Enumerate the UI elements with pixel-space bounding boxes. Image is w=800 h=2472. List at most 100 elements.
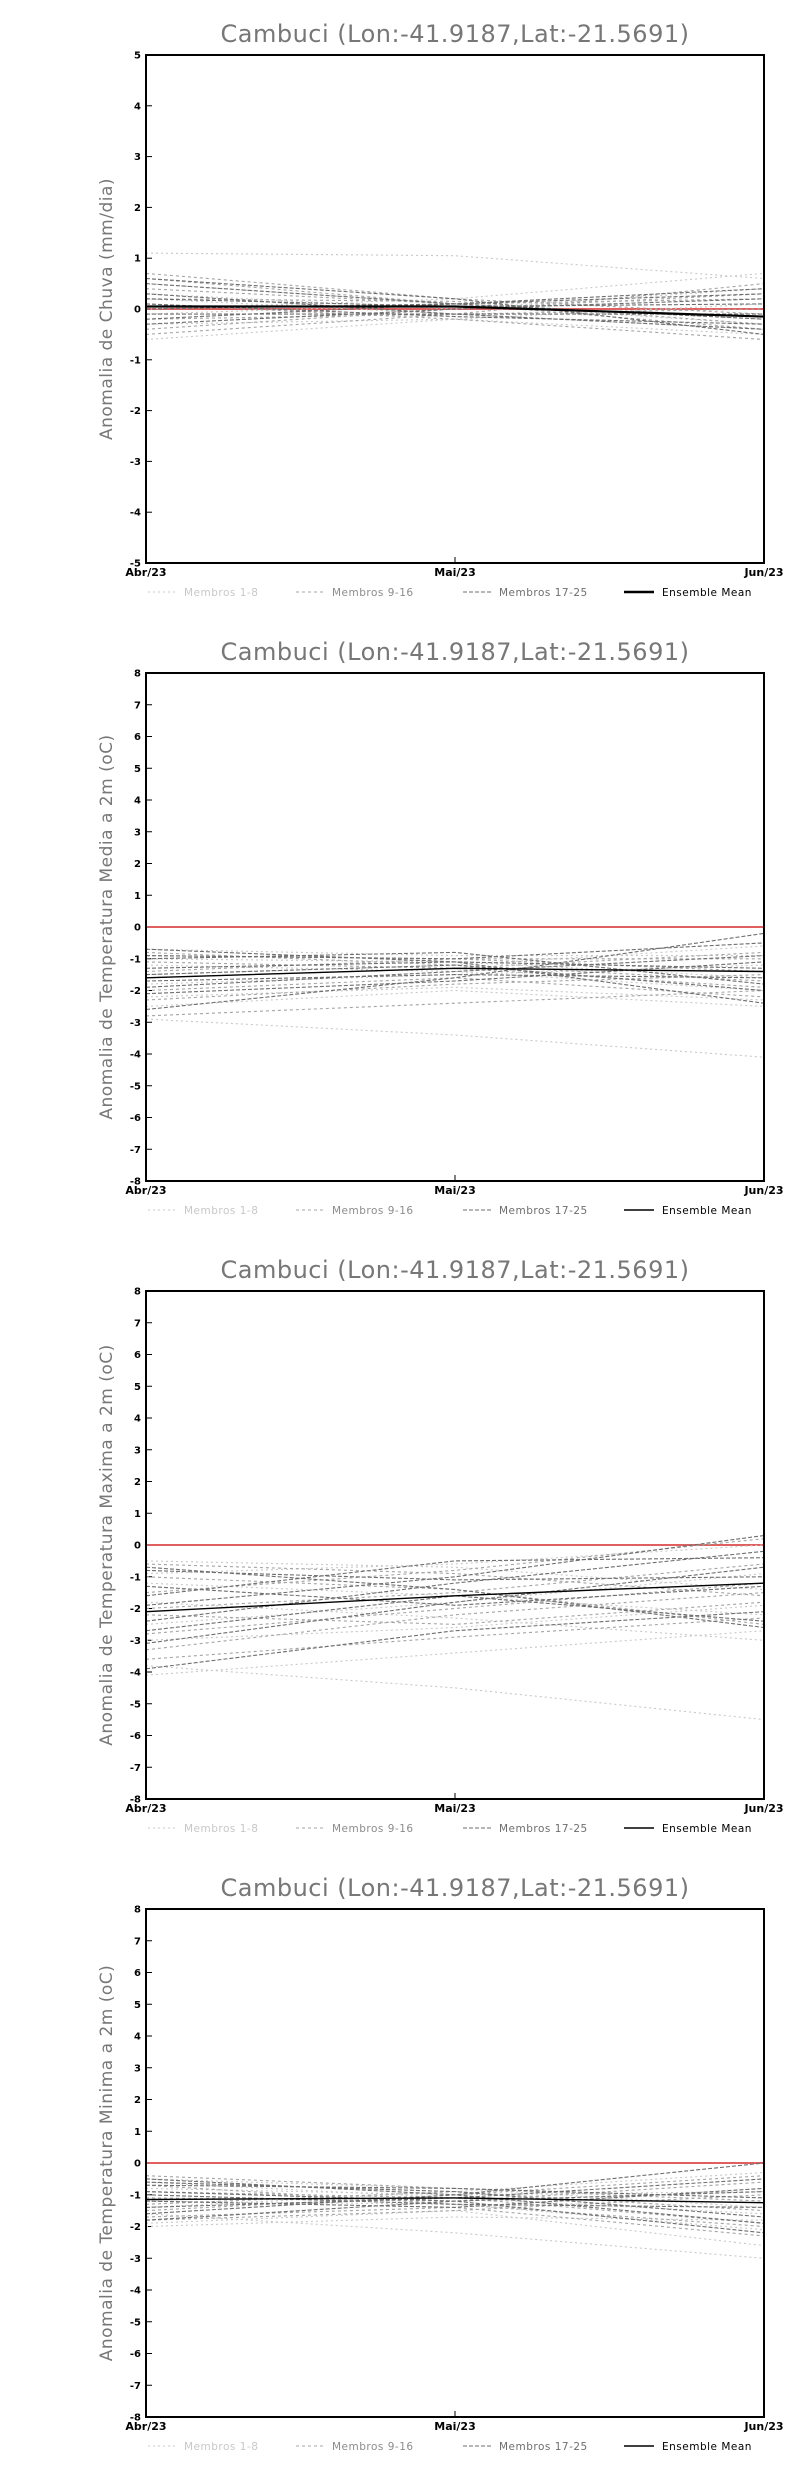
member-10-line <box>145 2175 765 2202</box>
member-15-line <box>145 308 765 335</box>
member-19-line <box>145 948 765 1004</box>
y-axis-label: Anomalia de Temperatura Maxima a 2m (oC) <box>97 1344 117 1746</box>
member-24-line <box>145 2191 765 2221</box>
x-tick-label: Mai/23 <box>434 1184 475 1197</box>
member-5-line <box>145 1573 765 1625</box>
member-15-line <box>145 1601 765 1625</box>
legend-label: Ensemble Mean <box>662 587 752 599</box>
y-tick-label: 1 <box>134 1509 141 1520</box>
member-4-line <box>145 948 764 957</box>
member-1-line <box>145 1018 765 1058</box>
chart-title: Cambuci (Lon:-41.9187,Lat:-21.5691) <box>221 20 690 48</box>
y-tick-label: 5 <box>134 51 141 62</box>
legend-label: Membros 9-16 <box>332 2441 414 2453</box>
y-tick-label: -7 <box>130 1145 141 1156</box>
y-tick-label: -4 <box>130 508 141 519</box>
y-tick-label: -8 <box>130 2413 141 2424</box>
x-tick-label: Abr/23 <box>125 566 166 579</box>
plot-frame <box>145 1290 765 1800</box>
member-1-line <box>145 1665 765 1721</box>
plot-frame <box>145 1908 765 2418</box>
member-14-line <box>145 2175 765 2212</box>
x-tick-label: Mai/23 <box>434 566 475 579</box>
member-22-line <box>145 1611 765 1670</box>
y-tick-label: 8 <box>134 1905 141 1916</box>
member-14-line <box>145 277 765 305</box>
x-tick-label: Jun/23 <box>743 1802 783 1815</box>
x-tick-label: Mai/23 <box>434 2420 475 2433</box>
member-16-line <box>145 1592 765 1651</box>
member-9-line <box>145 272 765 315</box>
x-tick-label: Jun/23 <box>743 2420 783 2433</box>
member-25-line <box>145 2178 765 2224</box>
member-10-line <box>145 293 765 330</box>
y-tick-label: -5 <box>130 1699 141 1710</box>
y-tick-label: 0 <box>134 2159 141 2170</box>
y-tick-label: -8 <box>130 1795 141 1806</box>
y-tick-label: -1 <box>130 954 141 965</box>
x-tick-label: Jun/23 <box>743 566 783 579</box>
x-tick-label: Mai/23 <box>434 1802 475 1815</box>
legend-label: Membros 9-16 <box>332 1823 414 1835</box>
y-tick-label: 8 <box>134 669 141 680</box>
y-tick-label: -1 <box>130 2190 141 2201</box>
y-tick-label: 6 <box>134 732 141 743</box>
member-18-line <box>145 2181 765 2218</box>
member-1-line <box>145 2213 765 2259</box>
y-tick-label: 7 <box>134 1936 141 1947</box>
y-tick-label: -1 <box>130 355 141 366</box>
y-tick-label: 3 <box>134 827 141 838</box>
legend-label: Membros 17-25 <box>499 2441 588 2453</box>
y-tick-label: -5 <box>130 1081 141 1092</box>
chart-title: Cambuci (Lon:-41.9187,Lat:-21.5691) <box>221 1256 690 1284</box>
member-12-line <box>145 1538 765 1594</box>
member-6-line <box>145 1601 765 1641</box>
member-8-line <box>145 945 765 976</box>
member-3-line <box>145 986 765 1001</box>
member-7-line <box>145 318 765 335</box>
x-tick-label: Abr/23 <box>125 2420 166 2433</box>
member-23-line <box>145 2194 765 2208</box>
chart-panel-4: Cambuci (Lon:-41.9187,Lat:-21.5691) Anoma… <box>97 1874 784 2453</box>
y-tick-label: -3 <box>130 1636 141 1647</box>
member-23-line <box>145 1557 765 1597</box>
legend-label: Ensemble Mean <box>662 1823 752 1835</box>
y-tick-label: 0 <box>134 1541 141 1552</box>
y-tick-label: 1 <box>134 2127 141 2138</box>
y-tick-label: 2 <box>134 859 141 870</box>
member-20-line <box>145 1550 765 1622</box>
x-tick-label: Jun/23 <box>743 1184 783 1197</box>
member-2-line <box>145 958 765 979</box>
y-tick-label: -3 <box>130 1018 141 1029</box>
legend-label: Membros 9-16 <box>332 1205 414 1217</box>
ensemble-mean-line <box>146 305 765 318</box>
y-tick-label: -7 <box>130 2381 141 2392</box>
member-24-line <box>145 942 765 960</box>
y-tick-label: -7 <box>130 1763 141 1774</box>
legend-label: Ensemble Mean <box>662 1205 752 1217</box>
member-15-line <box>145 2184 765 2228</box>
y-axis-label: Anomalia de Temperatura Media a 2m (oC) <box>97 734 117 1119</box>
chart-title: Cambuci (Lon:-41.9187,Lat:-21.5691) <box>221 1874 690 1902</box>
member-3-line <box>145 1582 765 1616</box>
member-6-line <box>145 288 765 310</box>
y-tick-label: -2 <box>130 986 141 997</box>
y-tick-label: -1 <box>130 1572 141 1583</box>
x-tick-label: Abr/23 <box>125 1184 166 1197</box>
chart-panel-3: Cambuci (Lon:-41.9187,Lat:-21.5691) Anoma… <box>97 1256 784 1835</box>
y-tick-label: -6 <box>130 1113 141 1124</box>
legend-label: Ensemble Mean <box>662 2441 752 2453</box>
member-15-line <box>145 974 765 1001</box>
y-tick-label: -3 <box>130 457 141 468</box>
y-tick-label: 6 <box>134 1350 141 1361</box>
ensemble-mean-line <box>145 2197 765 2204</box>
ensemble-mean-line <box>145 1582 765 1613</box>
member-2-line <box>145 1630 765 1676</box>
member-5-line <box>145 303 765 325</box>
y-tick-label: -6 <box>130 2349 141 2360</box>
member-21-line <box>145 277 765 335</box>
member-8-line <box>145 1544 765 1575</box>
member-22-line <box>145 961 765 995</box>
legend-label: Membros 17-25 <box>499 587 588 599</box>
